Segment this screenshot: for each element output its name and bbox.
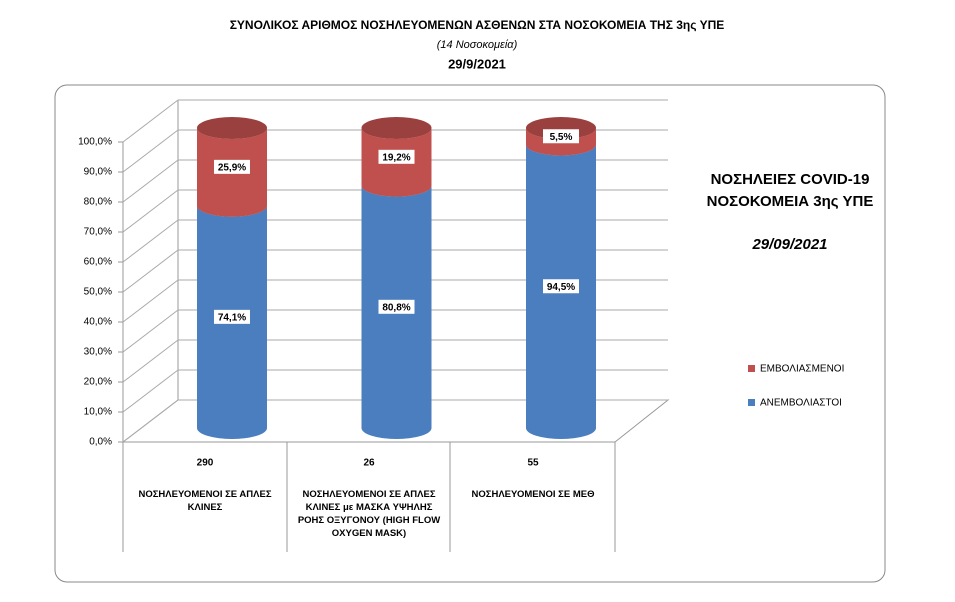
y-tick-label: 70,0% bbox=[84, 227, 112, 238]
value-label: 94,5% bbox=[547, 282, 575, 293]
value-label: 74,1% bbox=[218, 312, 246, 323]
grid-line bbox=[122, 399, 179, 443]
value-label-box bbox=[543, 129, 579, 144]
value-label: 80,8% bbox=[382, 302, 410, 313]
y-tick-label: 50,0% bbox=[84, 287, 112, 298]
grid-line bbox=[122, 99, 179, 143]
value-label-box bbox=[214, 159, 250, 174]
annotation: ΝΟΣΟΚΟΜΕΙΑ 3ης ΥΠΕ bbox=[707, 193, 874, 210]
y-tick-label: 60,0% bbox=[84, 257, 112, 268]
chart-title: ΣΥΝΟΛΙΚΟΣ ΑΡΙΘΜΟΣ ΝΟΣΗΛΕΥΟΜΕΝΩΝ ΑΣΘΕΝΩΝ … bbox=[230, 18, 725, 32]
value-label-box bbox=[543, 279, 579, 294]
bar-top bbox=[361, 117, 432, 139]
legend-label: ΑΝΕΜΒΟΛΙΑΣΤΟΙ bbox=[760, 398, 842, 409]
grid-line bbox=[122, 159, 179, 203]
y-tick-label: 20,0% bbox=[84, 377, 112, 388]
bar-top bbox=[197, 117, 267, 139]
chart-date: 29/9/2021 bbox=[448, 56, 506, 71]
y-tick-label: 30,0% bbox=[84, 347, 112, 358]
y-tick-label: 10,0% bbox=[84, 407, 112, 418]
value-label-box bbox=[378, 299, 415, 314]
legend-label: ΕΜΒΟΛΙΑΣΜΕΝΟΙ bbox=[760, 364, 844, 375]
y-tick-label: 0,0% bbox=[89, 437, 112, 448]
value-label: 5,5% bbox=[550, 132, 573, 143]
category-total: 290 bbox=[197, 458, 214, 469]
grid-line bbox=[122, 189, 179, 233]
legend-swatch bbox=[748, 399, 755, 406]
x-tick-label: ΝΟΣΗΛΕΥΟΜΕΝΟΙ ΣΕ ΑΠΛΕΣ ΚΛΙΝΕΣ με ΜΑΣΚΑ Υ… bbox=[297, 489, 441, 539]
legend-swatch bbox=[748, 365, 755, 372]
x-tick-label: ΝΟΣΗΛΕΥΟΜΕΝΟΙ ΣΕ ΜΕΘ bbox=[471, 489, 595, 500]
grid-line bbox=[122, 129, 179, 173]
y-tick-label: 90,0% bbox=[84, 167, 112, 178]
value-label: 19,2% bbox=[382, 152, 410, 163]
annotation: 29/09/2021 bbox=[751, 236, 827, 253]
y-tick-label: 100,0% bbox=[78, 137, 112, 148]
grid-line bbox=[122, 249, 179, 293]
x-tick-label: ΝΟΣΗΛΕΥΟΜΕΝΟΙ ΣΕ ΑΠΛΕΣ ΚΛΙΝΕΣ bbox=[138, 489, 272, 513]
category-total: 26 bbox=[363, 458, 375, 469]
grid-line bbox=[122, 309, 179, 353]
annotation: ΝΟΣΗΛΕΙΕΣ COVID-19 bbox=[711, 171, 870, 188]
y-tick-label: 40,0% bbox=[84, 317, 112, 328]
grid-line bbox=[122, 339, 179, 383]
value-label-box bbox=[378, 149, 415, 164]
chart-subtitle: (14 Νοσοκομεία) bbox=[437, 39, 518, 51]
value-label-box bbox=[214, 309, 250, 324]
y-tick-label: 80,0% bbox=[84, 197, 112, 208]
grid-line bbox=[122, 279, 179, 323]
grid-line bbox=[122, 219, 179, 263]
value-label: 25,9% bbox=[218, 162, 246, 173]
category-total: 55 bbox=[527, 458, 539, 469]
grid-line bbox=[122, 369, 179, 413]
